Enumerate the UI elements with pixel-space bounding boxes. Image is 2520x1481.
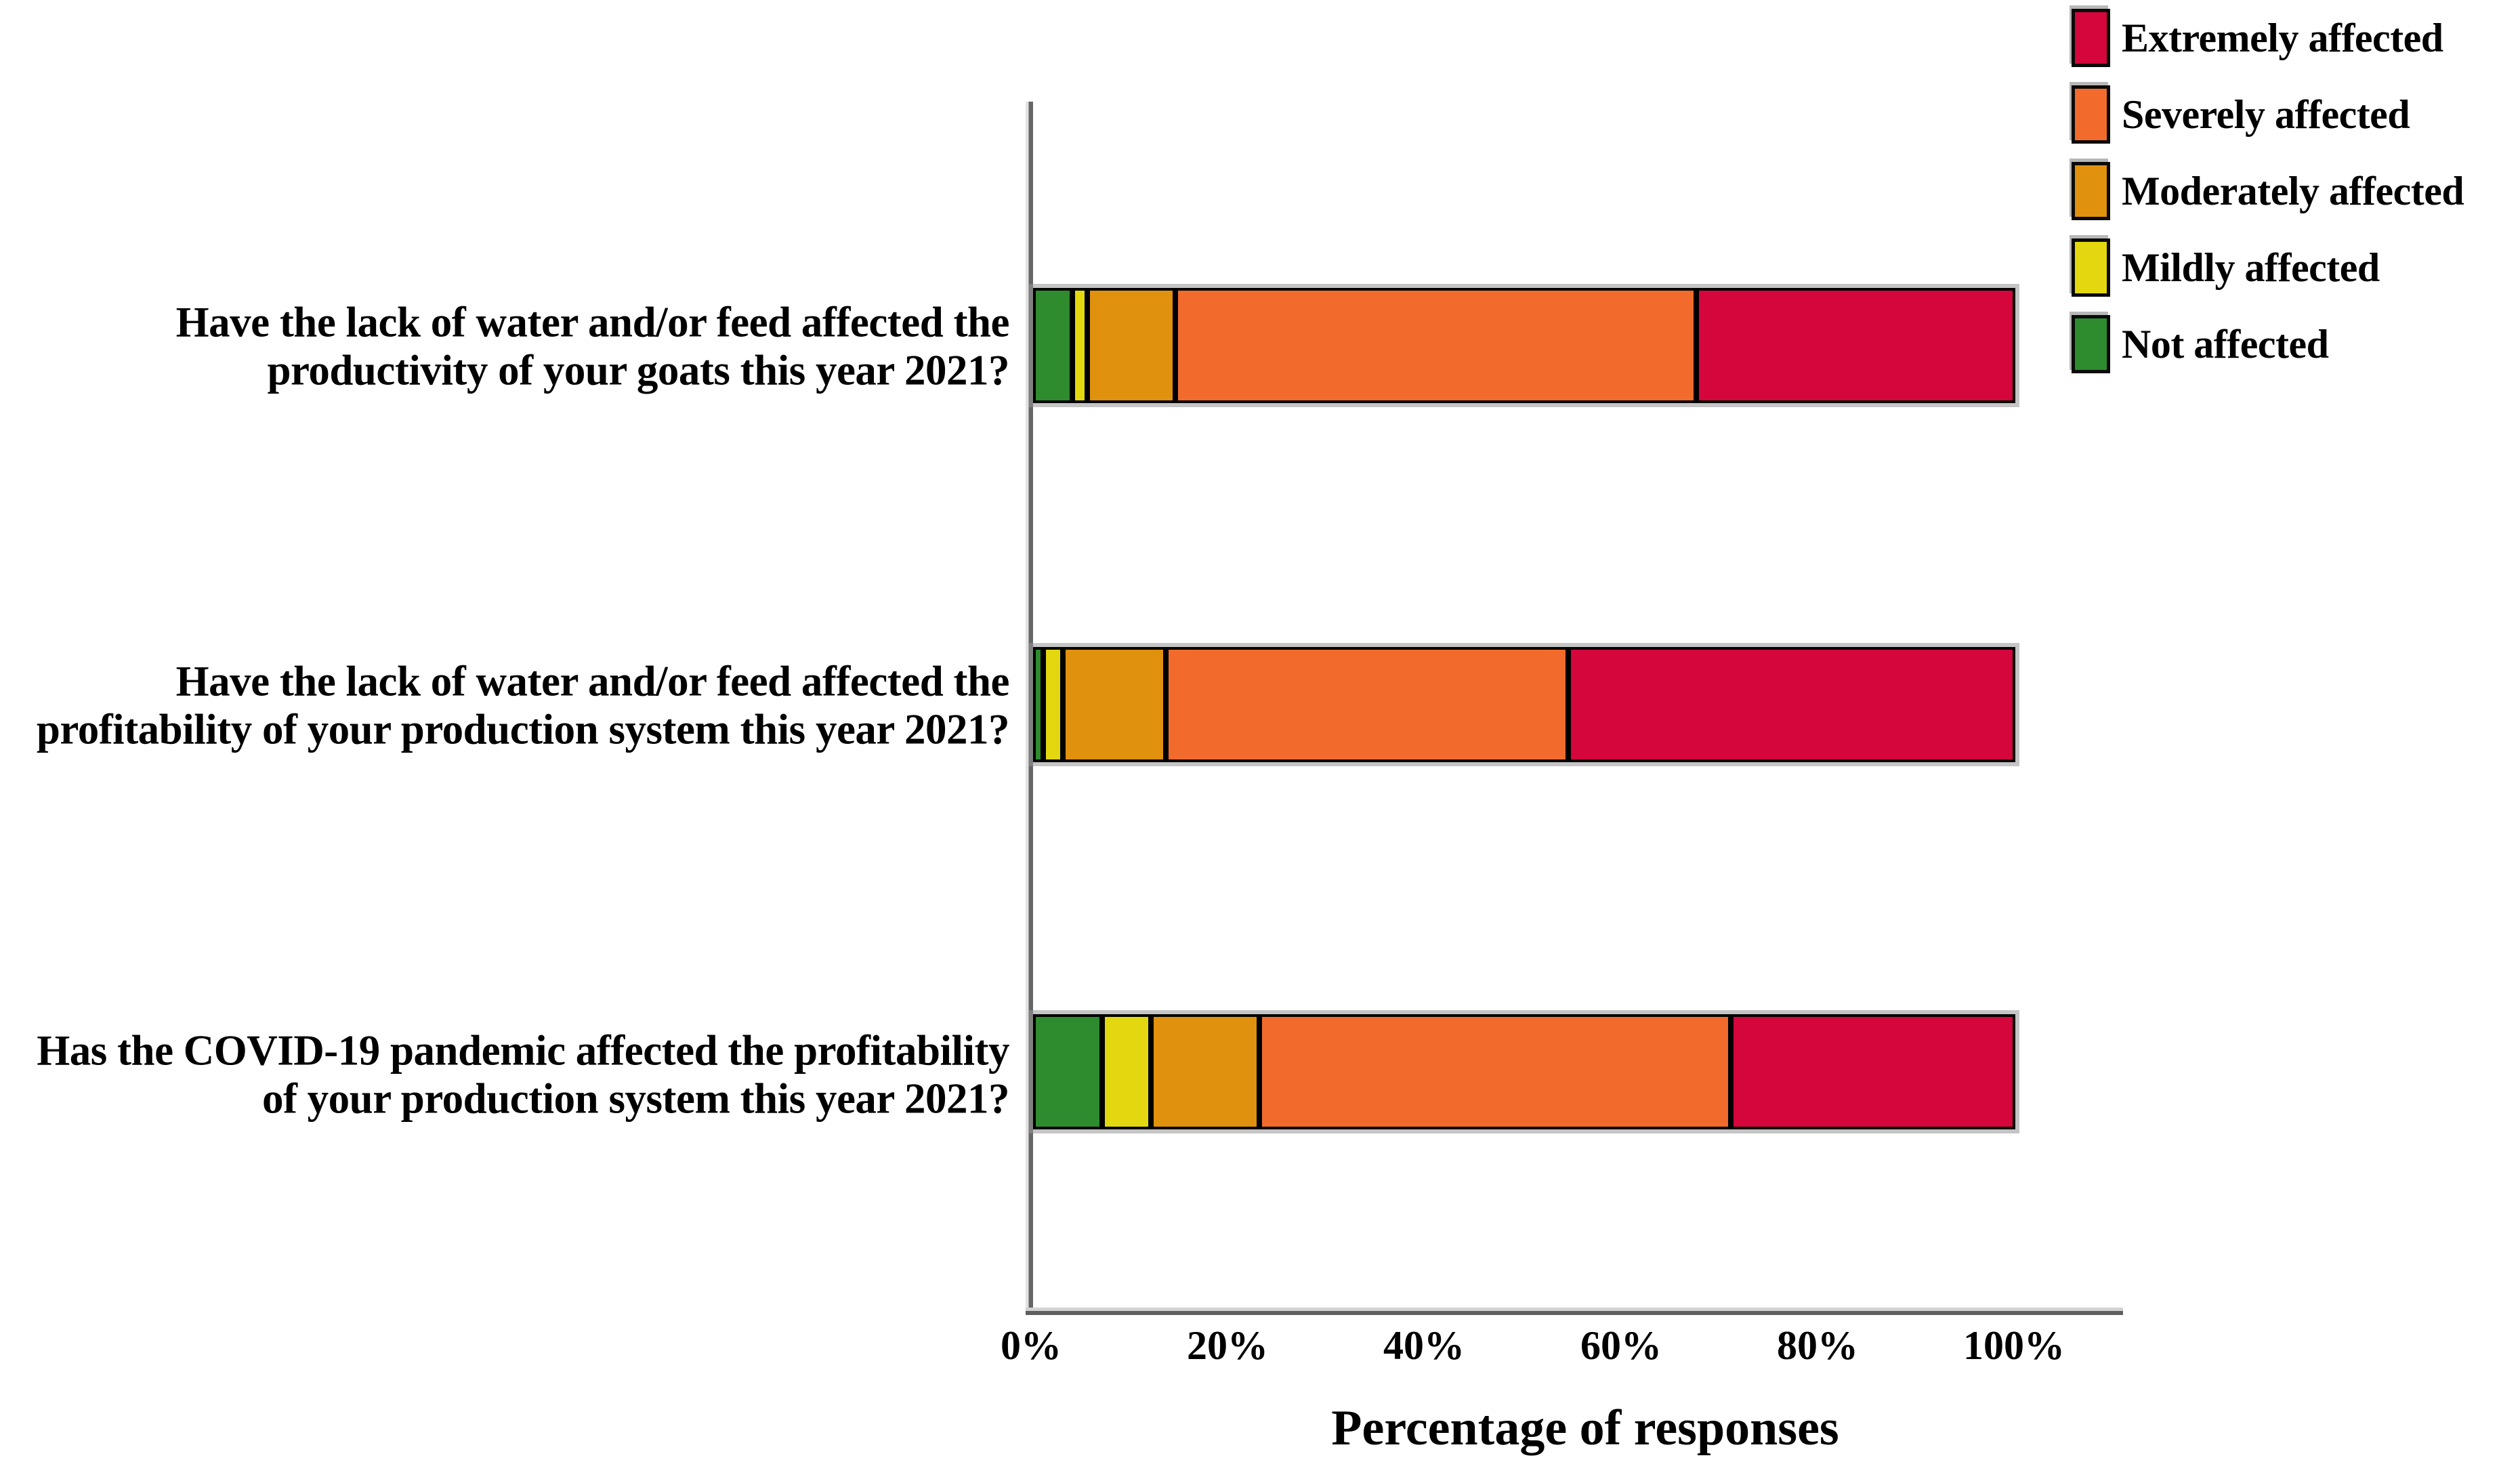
- legend-label: Extremely affected: [2122, 15, 2443, 60]
- bar-profitability-water-feed: [1033, 647, 2015, 762]
- legend-label: Not affected: [2122, 321, 2329, 367]
- bar-segment-mildly-affected: [1101, 1014, 1151, 1129]
- legend-item-mildly-affected: Mildly affected: [2072, 238, 2464, 297]
- legend-swatch-not-affected-icon: [2072, 315, 2110, 373]
- legend: Extremely affected Severely affected Mod…: [2072, 8, 2464, 391]
- y-axis-line: [1026, 102, 1033, 1315]
- legend-label: Severely affected: [2122, 91, 2410, 137]
- x-tick-20: 20%: [1187, 1323, 1268, 1368]
- bar-segment-severely-affected: [1259, 1014, 1731, 1129]
- bar-segment-severely-affected: [1175, 288, 1696, 403]
- bar-segment-not-affected: [1033, 288, 1072, 403]
- bar-segment-moderately-affected: [1062, 647, 1166, 762]
- legend-item-severely-affected: Severely affected: [2072, 85, 2464, 144]
- bar-goat-productivity: [1033, 288, 2015, 403]
- x-axis-line: [1026, 1308, 2123, 1315]
- bar-segment-mildly-affected: [1043, 647, 1063, 762]
- legend-swatch-mildly-affected-icon: [2072, 238, 2110, 297]
- bar-segment-not-affected: [1033, 647, 1043, 762]
- bar-segment-mildly-affected: [1072, 288, 1087, 403]
- x-tick-0: 0%: [1001, 1323, 1062, 1368]
- x-axis-title: Percentage of responses: [1331, 1400, 1839, 1456]
- bar-segment-extremely-affected: [1696, 288, 2015, 403]
- x-tick-80: 80%: [1777, 1323, 1858, 1368]
- bar-profitability-covid: [1033, 1014, 2015, 1129]
- category-label-profitability-water-feed: Have the lack of water and/or feed affec…: [36, 657, 1010, 753]
- bar-segment-moderately-affected: [1087, 288, 1176, 403]
- x-tick-60: 60%: [1580, 1323, 1662, 1368]
- bar-segment-moderately-affected: [1151, 1014, 1259, 1129]
- legend-label: Moderately affected: [2122, 168, 2464, 213]
- legend-item-not-affected: Not affected: [2072, 314, 2464, 374]
- x-tick-100: 100%: [1963, 1323, 2065, 1368]
- legend-label: Mildly affected: [2122, 245, 2380, 290]
- legend-swatch-severely-affected-icon: [2072, 85, 2110, 144]
- x-tick-40: 40%: [1383, 1323, 1465, 1368]
- legend-swatch-extremely-affected-icon: [2072, 9, 2110, 67]
- bar-segment-extremely-affected: [1568, 647, 2015, 762]
- bar-segment-extremely-affected: [1730, 1014, 2015, 1129]
- category-label-goat-productivity: Have the lack of water and/or feed affec…: [175, 298, 1010, 394]
- bar-segment-severely-affected: [1165, 647, 1569, 762]
- legend-item-moderately-affected: Moderately affected: [2072, 161, 2464, 221]
- category-label-profitability-covid: Has the COVID-19 pandemic affected the p…: [37, 1026, 1009, 1122]
- legend-item-extremely-affected: Extremely affected: [2072, 8, 2464, 68]
- legend-swatch-moderately-affected-icon: [2072, 162, 2110, 220]
- bar-segment-not-affected: [1033, 1014, 1102, 1129]
